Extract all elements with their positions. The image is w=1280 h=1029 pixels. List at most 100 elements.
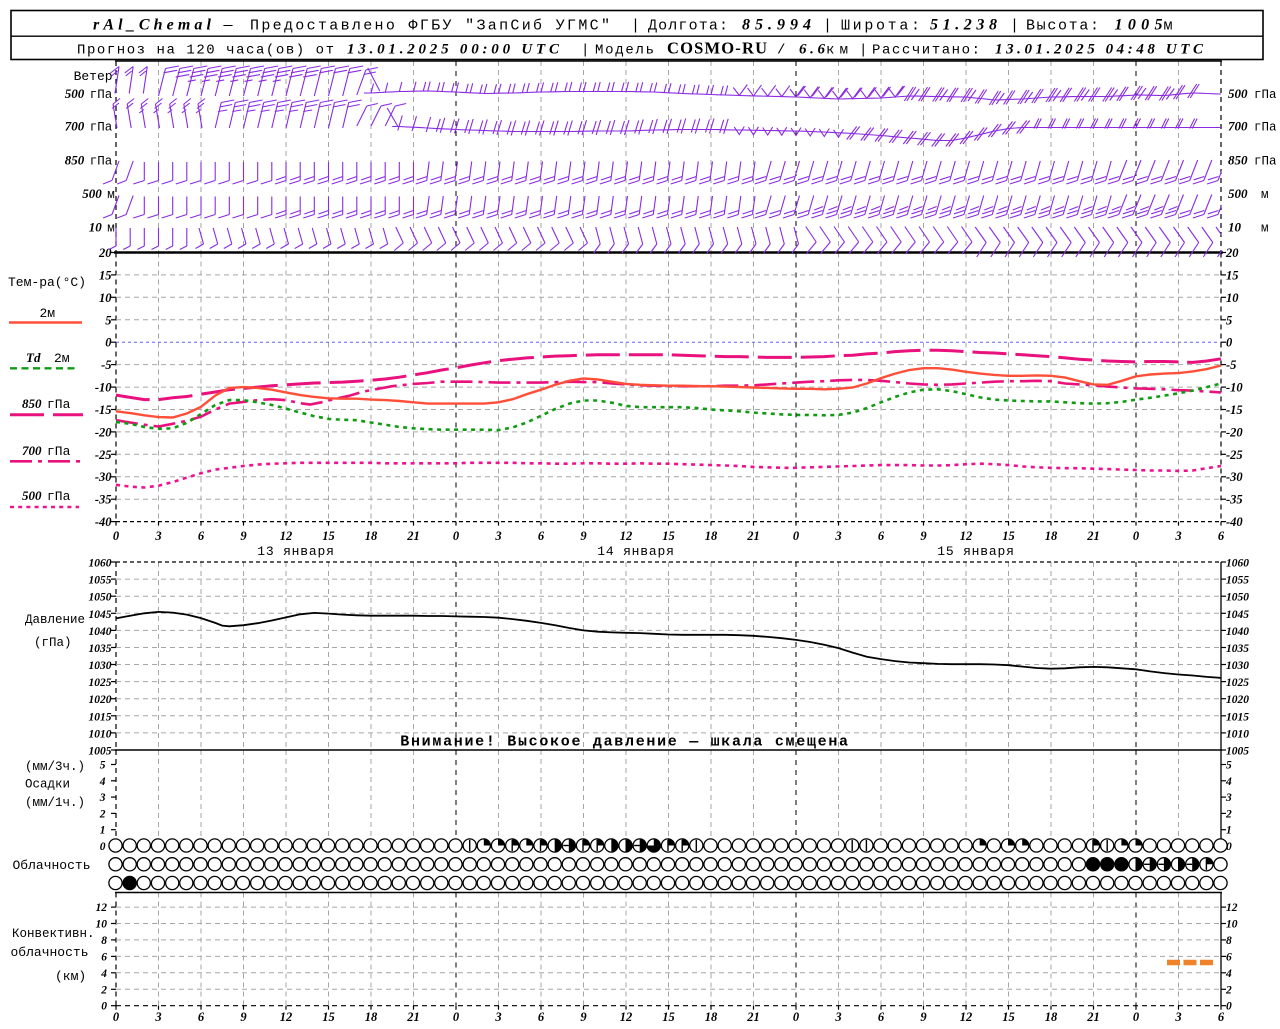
svg-text:|: |: [859, 43, 867, 59]
svg-text:2: 2: [99, 808, 106, 820]
svg-text:1030: 1030: [89, 660, 112, 672]
svg-text:500: 500: [65, 86, 85, 101]
svg-text:COSMO-RU: COSMO-RU: [667, 39, 767, 58]
svg-text:Широта:: Широта:: [841, 18, 920, 35]
svg-text:|: |: [631, 18, 640, 35]
svg-text:Рассчитано:: Рассчитано:: [872, 43, 980, 59]
svg-text:гПа: гПа: [1254, 120, 1277, 134]
svg-text:15: 15: [1226, 268, 1239, 282]
svg-text:0: 0: [1226, 841, 1232, 853]
svg-text:|: |: [823, 18, 832, 35]
svg-text:10: 10: [1228, 219, 1242, 234]
svg-text:18: 18: [365, 1010, 378, 1024]
svg-text:1020: 1020: [89, 694, 112, 706]
svg-text:12: 12: [960, 529, 973, 543]
svg-text:0: 0: [793, 1010, 800, 1024]
svg-text:-15: -15: [95, 403, 112, 417]
svg-text:м: м: [107, 188, 115, 202]
svg-text:6: 6: [878, 529, 885, 543]
svg-text:(мм/3ч.): (мм/3ч.): [25, 760, 85, 774]
svg-text:1040: 1040: [89, 626, 112, 638]
svg-text:6: 6: [1218, 529, 1225, 543]
svg-text:9: 9: [920, 1010, 927, 1024]
svg-text:21: 21: [406, 529, 420, 543]
svg-text:500: 500: [1228, 186, 1248, 201]
svg-text:1045: 1045: [89, 609, 112, 621]
svg-text:5: 5: [100, 760, 106, 772]
svg-text:0: 0: [1133, 529, 1140, 543]
svg-text:20: 20: [1225, 246, 1239, 260]
svg-text:-20: -20: [1226, 425, 1243, 439]
svg-text:12: 12: [620, 1010, 633, 1024]
svg-text:700: 700: [65, 118, 85, 133]
svg-text:-30: -30: [95, 470, 112, 484]
svg-text:1050: 1050: [1226, 592, 1249, 604]
svg-text:-30: -30: [1226, 470, 1243, 484]
svg-text:гПа: гПа: [90, 120, 113, 134]
svg-text:1005: 1005: [1226, 746, 1249, 758]
svg-text:500: 500: [22, 488, 42, 503]
svg-text:Долгота:: Долгота:: [648, 18, 728, 35]
svg-text:5: 5: [1226, 313, 1232, 327]
svg-text:4: 4: [1225, 968, 1232, 980]
svg-text:15: 15: [322, 1010, 335, 1024]
svg-text:18: 18: [365, 529, 378, 543]
svg-text:1035: 1035: [89, 643, 112, 655]
svg-text:14 января: 14 января: [597, 544, 674, 559]
svg-text:гПа: гПа: [90, 88, 113, 102]
svg-text:9: 9: [580, 1010, 587, 1024]
svg-text:Конвективн.: Конвективн.: [12, 927, 95, 941]
svg-text:850: 850: [1228, 153, 1248, 168]
svg-text:12: 12: [1226, 902, 1238, 914]
svg-text:2: 2: [1225, 808, 1232, 820]
svg-text:1050: 1050: [89, 592, 112, 604]
svg-text:2: 2: [100, 984, 107, 996]
svg-text:1060: 1060: [89, 558, 112, 570]
svg-text:5: 5: [105, 313, 111, 327]
svg-text:м: м: [1261, 221, 1269, 235]
svg-text:12: 12: [280, 1010, 293, 1024]
svg-text:3: 3: [494, 529, 501, 543]
svg-text:Давление: Давление: [25, 613, 85, 627]
svg-text:20: 20: [98, 246, 112, 260]
svg-text:1005: 1005: [89, 746, 112, 758]
svg-text:1015: 1015: [1226, 711, 1249, 723]
svg-text:-20: -20: [95, 425, 112, 439]
svg-text:700: 700: [22, 443, 42, 458]
svg-text:-5: -5: [101, 358, 111, 372]
svg-text:6: 6: [1226, 951, 1232, 963]
svg-text:500: 500: [1228, 86, 1248, 101]
svg-text:850: 850: [65, 153, 85, 168]
svg-text:-25: -25: [1226, 448, 1243, 462]
svg-text:1060: 1060: [1226, 558, 1249, 570]
svg-text:3: 3: [154, 529, 161, 543]
svg-text:15: 15: [322, 529, 335, 543]
svg-text:3: 3: [1225, 792, 1232, 804]
svg-text:18: 18: [705, 529, 718, 543]
svg-text:0: 0: [101, 1001, 107, 1013]
svg-text:9: 9: [920, 529, 927, 543]
svg-text:6: 6: [198, 529, 205, 543]
svg-text:0: 0: [1226, 336, 1233, 350]
svg-text:м: м: [1164, 18, 1173, 35]
svg-text:-40: -40: [1226, 515, 1243, 529]
svg-text:500: 500: [82, 186, 102, 201]
svg-text:0: 0: [113, 1010, 120, 1024]
svg-text:гПа: гПа: [1254, 88, 1277, 102]
svg-text:0: 0: [453, 1010, 460, 1024]
svg-text:21: 21: [746, 529, 760, 543]
svg-text:2: 2: [1225, 984, 1232, 996]
svg-text:Td: Td: [26, 350, 41, 365]
svg-text:6: 6: [198, 1010, 205, 1024]
svg-text:-25: -25: [95, 448, 112, 462]
svg-text:(гПа): (гПа): [34, 636, 72, 650]
svg-text:1025: 1025: [89, 677, 112, 689]
svg-text:Тем-ра(°C): Тем-ра(°C): [8, 275, 86, 290]
svg-text:Высота:: Высота:: [1026, 18, 1099, 35]
svg-text:21: 21: [406, 1010, 420, 1024]
svg-text:Прогноз на 120 часа(ов) от: Прогноз на 120 часа(ов) от: [77, 43, 334, 59]
svg-text:3: 3: [154, 1010, 161, 1024]
svg-text:850: 850: [22, 396, 42, 411]
svg-text:—: —: [223, 18, 234, 35]
svg-text:м: м: [1261, 188, 1269, 202]
